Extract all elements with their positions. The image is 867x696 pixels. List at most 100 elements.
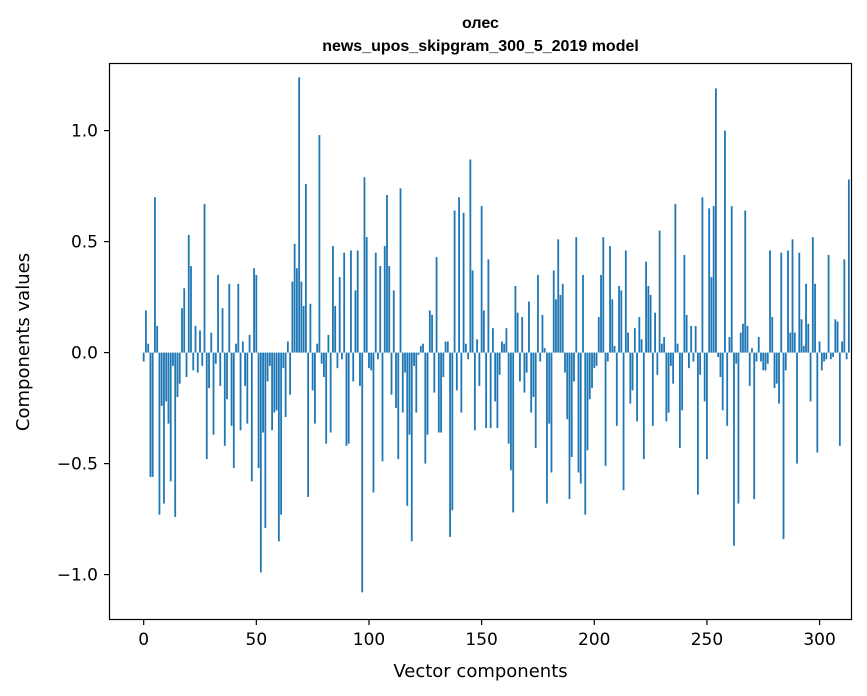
bar — [764, 352, 767, 371]
bar — [273, 352, 276, 413]
bar — [167, 352, 170, 424]
bar — [408, 352, 411, 435]
bar — [244, 352, 246, 386]
x-axis-label: Vector components — [393, 661, 567, 682]
bar — [586, 352, 589, 451]
bar — [214, 352, 217, 364]
bar — [266, 352, 269, 382]
bar — [250, 352, 253, 482]
bar — [841, 341, 843, 353]
bar — [286, 341, 289, 353]
bar — [656, 352, 659, 375]
bar — [588, 352, 591, 400]
bar — [690, 325, 693, 353]
bar — [647, 286, 650, 353]
bar — [557, 239, 560, 353]
bar — [422, 343, 424, 353]
bar — [277, 352, 280, 542]
bar — [699, 352, 702, 375]
bar — [442, 352, 445, 378]
bar — [838, 352, 841, 446]
bar — [491, 328, 494, 353]
bar — [347, 352, 350, 444]
bar — [151, 352, 154, 477]
bar — [503, 343, 506, 353]
bar — [516, 312, 519, 353]
bar — [327, 334, 330, 353]
x-tick-label: 0 — [138, 630, 149, 650]
bar — [334, 305, 337, 353]
bar — [325, 352, 328, 444]
y-axis-ticks: −1.0 −0.5 0.0 0.5 1.0 — [57, 122, 110, 586]
bar — [820, 352, 823, 371]
bar — [728, 337, 731, 353]
chart-subtitle: news_upos_skipgram_300_5_2019 model — [322, 38, 639, 55]
bar — [712, 206, 715, 353]
bar — [248, 334, 251, 353]
bar — [561, 283, 564, 353]
bar — [320, 352, 323, 364]
bar — [843, 259, 846, 353]
bar — [681, 352, 684, 411]
bar — [453, 210, 456, 353]
bar — [798, 252, 801, 353]
chart-title: олес — [462, 15, 499, 32]
bar — [156, 325, 159, 353]
bar — [523, 352, 526, 393]
bar — [615, 352, 618, 426]
bar — [343, 252, 346, 353]
bar — [564, 352, 566, 373]
y-tick-label: 0.5 — [71, 233, 98, 253]
bar — [600, 274, 602, 353]
bar — [300, 281, 303, 353]
bar — [746, 325, 749, 353]
bar — [735, 352, 738, 364]
bar — [757, 337, 760, 353]
bar — [543, 348, 546, 353]
bar — [829, 352, 832, 360]
bar — [262, 352, 264, 433]
bar — [158, 352, 161, 515]
bar — [751, 348, 753, 353]
bar — [392, 290, 395, 353]
bar — [753, 352, 756, 500]
bar — [658, 230, 661, 353]
bar — [449, 352, 451, 537]
bar — [415, 352, 418, 413]
bar — [739, 332, 742, 353]
bar — [196, 352, 199, 373]
bar — [667, 352, 670, 413]
bar-series — [142, 77, 850, 593]
bar — [708, 208, 711, 353]
bar — [235, 343, 237, 353]
bar — [613, 345, 616, 353]
bar — [573, 352, 575, 382]
bar — [660, 343, 663, 353]
bar — [622, 352, 625, 491]
bar — [550, 352, 553, 473]
bar — [800, 319, 803, 353]
bar — [546, 352, 548, 504]
bar — [426, 352, 429, 435]
bar — [651, 352, 654, 426]
bar — [552, 270, 555, 353]
bar — [386, 194, 388, 353]
bar — [433, 352, 436, 393]
bar — [203, 203, 206, 353]
bar — [341, 352, 343, 360]
bar — [201, 352, 204, 366]
bar — [268, 352, 271, 366]
bar — [291, 281, 294, 353]
bar — [591, 352, 593, 389]
bar — [377, 352, 379, 360]
bar — [762, 352, 765, 371]
bar — [428, 310, 431, 353]
bar — [697, 352, 699, 495]
bar — [172, 352, 174, 366]
bar — [323, 352, 325, 378]
bar — [744, 210, 747, 353]
bar — [329, 352, 332, 433]
bar — [568, 352, 571, 500]
bar — [381, 352, 384, 462]
bar — [289, 352, 292, 395]
